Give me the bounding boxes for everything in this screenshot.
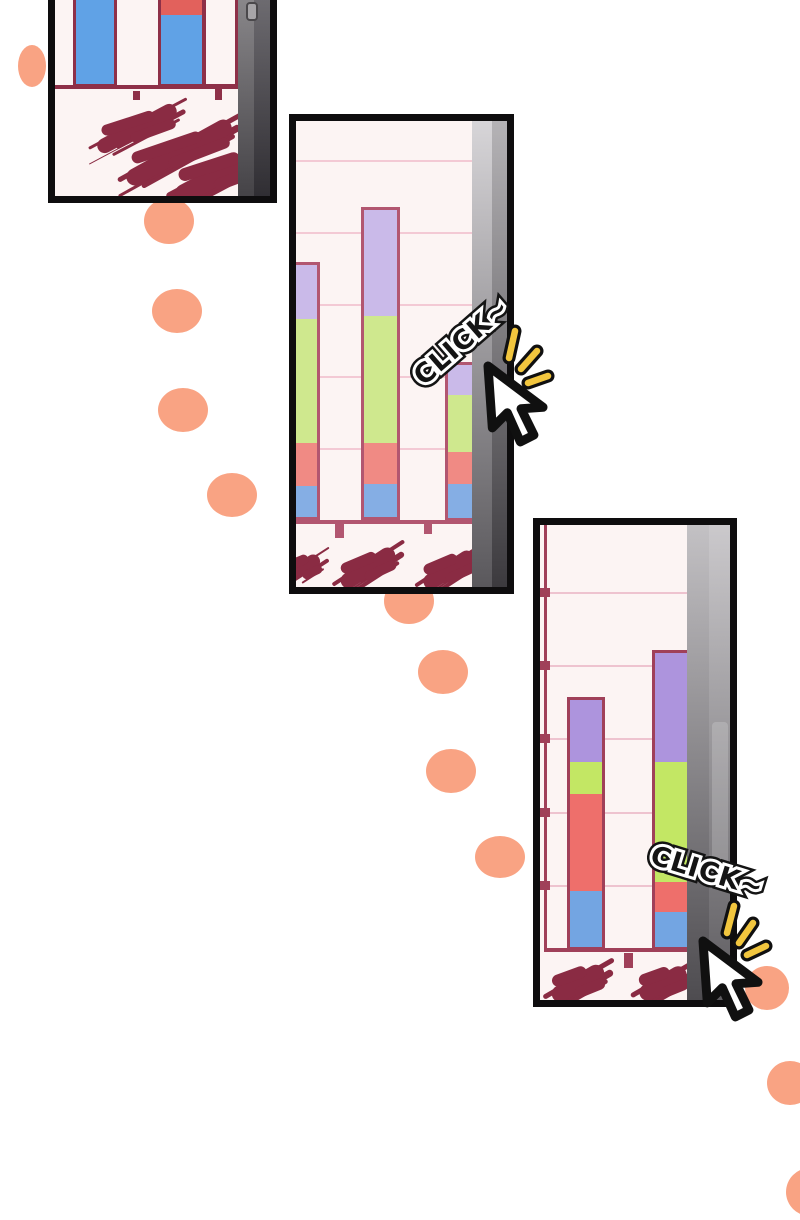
chart-panel-bottom-right xyxy=(533,518,737,1007)
bar-segment xyxy=(161,0,202,15)
x-axis-line xyxy=(296,520,472,524)
axis-tick xyxy=(540,588,550,597)
axis-tab xyxy=(133,91,140,100)
stacked-bar xyxy=(361,207,400,520)
axis-tick xyxy=(540,734,550,743)
click-spark-fill-icon xyxy=(735,919,757,947)
bar-segment xyxy=(570,762,602,794)
gridline xyxy=(547,812,687,814)
bar-segment xyxy=(364,316,397,443)
x-axis-line xyxy=(544,948,687,952)
trail-dot xyxy=(18,45,46,87)
bar-segment xyxy=(206,0,235,84)
bar-segment xyxy=(296,319,317,443)
chart-panel-top-left xyxy=(48,0,277,203)
stacked-bar xyxy=(296,262,320,520)
bar-segment xyxy=(364,210,397,316)
trail-dot xyxy=(745,966,789,1010)
scribbled-label xyxy=(296,551,323,585)
axis-tick xyxy=(540,881,550,890)
stacked-bar xyxy=(203,0,238,87)
axis-tab xyxy=(335,524,344,538)
gridline xyxy=(547,665,687,667)
trail-dot xyxy=(158,388,208,432)
chart-panel-middle xyxy=(289,114,514,594)
gridline xyxy=(547,592,687,594)
click-spark-fill-icon xyxy=(743,942,770,959)
bar-segment xyxy=(364,484,397,517)
trail-dot xyxy=(207,473,257,517)
scrollbar-band xyxy=(254,0,270,196)
scrollbar-band xyxy=(709,525,730,1000)
bar-segment xyxy=(570,891,602,947)
trail-dot xyxy=(418,650,468,694)
scribbled-label xyxy=(636,962,690,1000)
stacked-bar xyxy=(158,0,205,87)
scrollbar-strip xyxy=(687,525,730,1000)
scrollbar-strip xyxy=(472,121,507,587)
scribbled-label xyxy=(548,961,608,1000)
scrollbar-handle xyxy=(246,2,258,21)
axis-tab xyxy=(624,953,633,968)
axis-tab xyxy=(424,524,432,534)
scrollbar-handle xyxy=(712,722,728,882)
gridline xyxy=(547,885,687,887)
bar-segment xyxy=(296,486,317,517)
click-spark-outline-icon xyxy=(521,369,555,390)
axis-tab xyxy=(215,89,222,100)
trail-dot xyxy=(152,289,202,333)
axis-tick xyxy=(540,808,550,817)
trail-dot xyxy=(786,1168,800,1216)
scrollbar-band xyxy=(238,0,254,196)
click-spark-outline-icon xyxy=(740,939,773,962)
gridline xyxy=(296,160,472,162)
x-axis-line xyxy=(55,85,238,89)
trail-dot xyxy=(426,749,476,793)
bar-segment xyxy=(364,443,397,484)
bar-segment xyxy=(296,443,317,486)
scribbled-label xyxy=(337,544,399,587)
scrollbar-strip xyxy=(238,0,270,196)
scrollbar-band xyxy=(472,121,492,587)
bar-segment xyxy=(570,794,602,891)
stacked-bar xyxy=(567,697,605,950)
trail-dot xyxy=(767,1061,800,1105)
bar-segment xyxy=(76,0,114,84)
bar-segment xyxy=(161,15,202,84)
click-spark-outline-icon xyxy=(514,344,544,376)
click-spark-fill-icon xyxy=(517,347,541,373)
scribbled-label xyxy=(420,547,478,587)
trail-dot xyxy=(475,836,525,878)
scrollbar-band xyxy=(492,121,507,587)
trail-dot xyxy=(144,198,194,244)
bar-segment xyxy=(296,265,317,319)
axis-tick xyxy=(540,661,550,670)
click-spark-outline-icon xyxy=(732,916,760,950)
bar-segment xyxy=(570,700,602,762)
click-spark-fill-icon xyxy=(524,372,552,387)
scrollbar-band xyxy=(687,525,709,1000)
stacked-bar xyxy=(73,0,117,87)
gridline xyxy=(547,738,687,740)
